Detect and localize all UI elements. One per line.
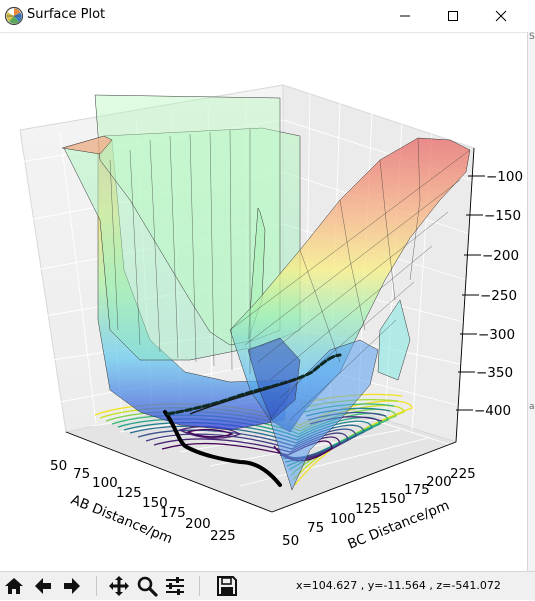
x-tick-label: 50 xyxy=(50,458,67,474)
z-tick-label: −150 xyxy=(484,208,521,224)
y-tick-label: 125 xyxy=(355,501,381,517)
x-tick-label: 100 xyxy=(92,475,118,491)
pan-button[interactable] xyxy=(108,575,130,597)
toolbar-separator xyxy=(199,576,200,596)
coord-z: , z=-541.072 xyxy=(429,579,501,592)
y-tick-label: 150 xyxy=(380,491,406,507)
z-tick-label: −100 xyxy=(486,169,523,185)
y-tick-label: 200 xyxy=(426,474,452,490)
forward-icon xyxy=(64,578,80,594)
z-tick-label: −400 xyxy=(474,403,511,419)
x-tick-label: 225 xyxy=(210,528,236,544)
maximize-button[interactable] xyxy=(430,0,476,32)
pan-icon xyxy=(109,576,129,596)
z-tick-label: −350 xyxy=(476,365,513,381)
y-tick-label: 75 xyxy=(307,520,324,536)
back-button[interactable] xyxy=(32,575,54,597)
y-tick-label: 225 xyxy=(450,466,476,482)
coord-x: x=104.627 xyxy=(296,579,358,592)
x-tick-label: 125 xyxy=(116,485,142,501)
minimize-icon xyxy=(400,15,410,17)
edge-glyph-mid: a xyxy=(529,402,535,412)
save-button[interactable] xyxy=(216,575,238,597)
z-axis: −100 −150 −200 −250 −300 −350 −400 xyxy=(455,147,523,443)
z-tick-label: −200 xyxy=(482,248,519,264)
navigation-toolbar: x=104.627 , y=-11.564 , z=-541.072 xyxy=(0,571,535,600)
reaction-trajectory xyxy=(163,353,342,487)
x-tick-label: 200 xyxy=(185,516,211,532)
close-button[interactable] xyxy=(478,0,524,32)
back-icon xyxy=(35,578,51,594)
window-titlebar: Surface Plot xyxy=(0,0,535,33)
configure-subplots-icon xyxy=(166,577,184,595)
minimize-button[interactable] xyxy=(382,0,428,32)
z-tick-label: −250 xyxy=(480,288,517,304)
x-tick-label: 75 xyxy=(73,466,90,482)
zoom-button[interactable] xyxy=(136,575,158,597)
window-title: Surface Plot xyxy=(27,7,106,22)
coord-y: , y=-11.564 xyxy=(360,579,426,592)
close-icon xyxy=(495,10,507,22)
forward-button[interactable] xyxy=(61,575,83,597)
background-window-edge: S a xyxy=(527,32,535,572)
save-icon xyxy=(217,576,237,596)
potential-surface xyxy=(61,94,471,491)
zoom-icon xyxy=(137,576,158,597)
plot-canvas[interactable]: −100 −150 −200 −250 −300 −350 −400 50 75… xyxy=(0,32,527,571)
y-tick-label: 50 xyxy=(282,533,299,549)
home-button[interactable] xyxy=(3,575,25,597)
z-tick-label: −300 xyxy=(478,327,515,343)
edge-glyph-top: S xyxy=(529,32,535,42)
toolbar-separator xyxy=(96,576,97,596)
matplotlib-logo-icon xyxy=(4,6,24,26)
x-tick-label: 150 xyxy=(142,495,168,511)
cursor-coordinates: x=104.627 , y=-11.564 , z=-541.072 xyxy=(296,579,501,592)
x-tick-label: 175 xyxy=(160,505,186,521)
home-icon xyxy=(5,578,23,594)
configure-subplots-button[interactable] xyxy=(164,575,186,597)
maximize-icon xyxy=(448,11,458,21)
y-tick-label: 175 xyxy=(404,482,430,498)
y-tick-label: 100 xyxy=(330,511,356,527)
